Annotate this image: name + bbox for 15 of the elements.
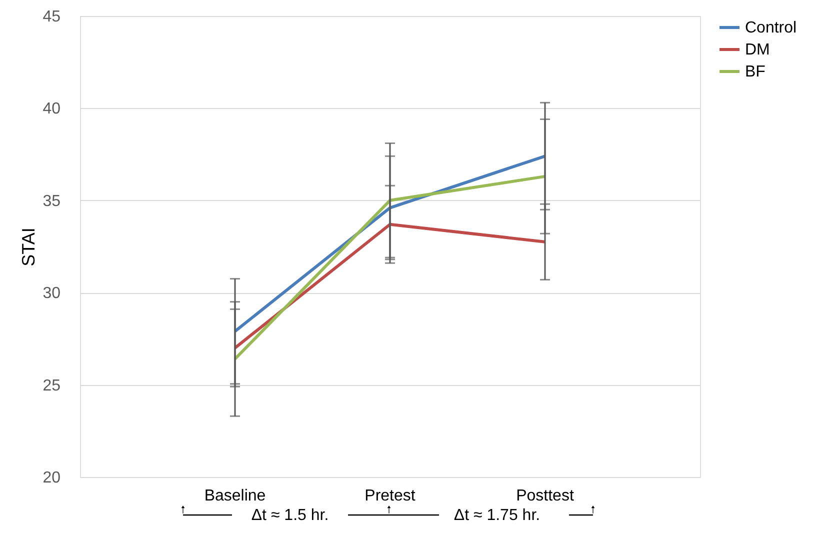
y-axis-title: STAI bbox=[18, 228, 39, 266]
text: Δt ≈ 1.5 hr. bbox=[251, 507, 329, 524]
y-tick-label: 20 bbox=[42, 470, 61, 486]
y-tick-label: 30 bbox=[42, 285, 61, 302]
y-tick-label: 45 bbox=[42, 8, 61, 26]
legend-label: Control bbox=[745, 20, 797, 36]
legend-label: DM bbox=[745, 42, 770, 58]
text: Δt ≈ 1.75 hr. bbox=[454, 507, 540, 524]
y-tick-label: 25 bbox=[42, 377, 61, 394]
legend-label: BF bbox=[745, 64, 766, 80]
x-tick-label: Posttest bbox=[516, 488, 574, 504]
y-tick-label: 35 bbox=[42, 192, 61, 210]
x-tick-label: Pretest bbox=[364, 488, 416, 504]
y-tick-label: 40 bbox=[42, 100, 61, 118]
x-tick-label: Baseline bbox=[204, 488, 266, 504]
